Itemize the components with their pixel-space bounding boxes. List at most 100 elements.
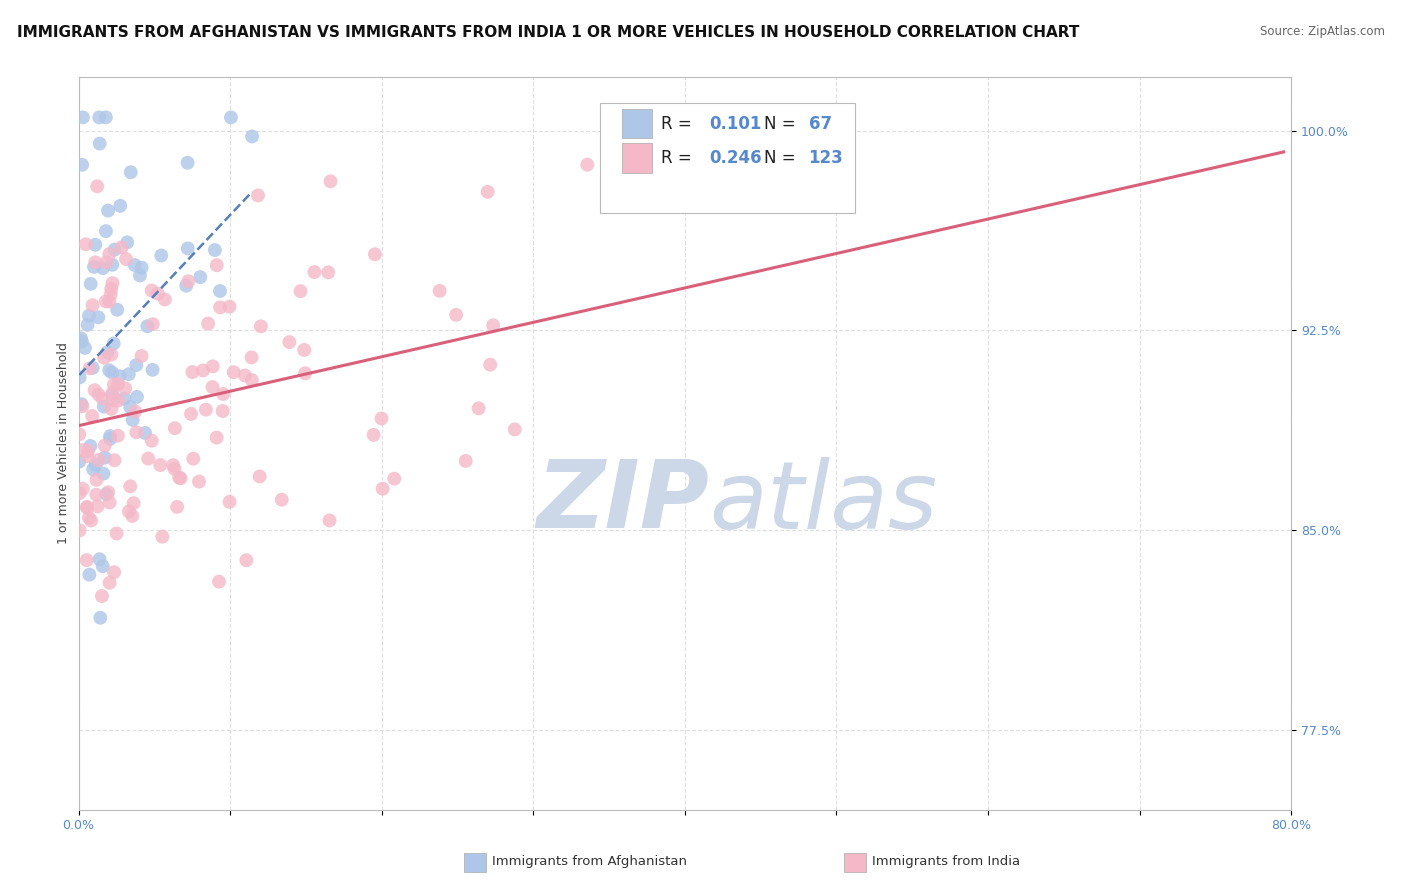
Text: N =: N = (763, 115, 800, 133)
Point (91, 559, 114, 574)
Point (292, 343, 315, 357)
Point (174, 278, 197, 293)
Point (94, 294, 117, 309)
Point (83, 260, 105, 274)
Point (479, 358, 502, 372)
Point (72, 400, 94, 414)
Point (233, 368, 256, 383)
Point (142, 317, 165, 331)
Point (89, 111, 111, 125)
Point (96, 487, 118, 501)
Point (176, 156, 198, 170)
Point (121, 413, 143, 427)
Point (101, 393, 124, 408)
Point (149, 458, 172, 472)
Point (125, 358, 148, 372)
Point (177, 274, 200, 288)
Text: IMMIGRANTS FROM AFGHANISTAN VS IMMIGRANTS FROM INDIA 1 OR MORE VEHICLES IN HOUSE: IMMIGRANTS FROM AFGHANISTAN VS IMMIGRANT… (17, 25, 1080, 40)
Point (101, 276, 124, 290)
Point (201, 380, 224, 394)
Point (98, 495, 121, 509)
Point (134, 425, 156, 440)
Point (108, 369, 131, 384)
Point (150, 530, 173, 544)
Point (218, 495, 240, 509)
Point (76, 500, 98, 514)
Point (67, 454, 90, 468)
Point (235, 553, 257, 567)
Text: 0.246: 0.246 (709, 149, 762, 167)
Point (318, 513, 340, 527)
Point (477, 185, 499, 199)
Point (142, 363, 165, 377)
Point (218, 300, 240, 314)
Point (82, 360, 104, 375)
Point (89, 136, 111, 151)
Point (270, 492, 292, 507)
Point (467, 401, 489, 416)
Point (86, 500, 108, 514)
Point (150, 248, 173, 262)
Point (93, 467, 115, 481)
Point (136, 451, 159, 466)
Point (240, 351, 263, 365)
Text: R =: R = (661, 115, 696, 133)
Point (121, 508, 143, 523)
Point (103, 566, 125, 580)
Point (169, 471, 191, 485)
Point (129, 268, 152, 283)
Point (76, 553, 98, 567)
Point (105, 526, 128, 541)
Point (162, 458, 184, 472)
Point (141, 284, 163, 298)
Point (98, 432, 121, 446)
Point (79, 567, 101, 582)
Point (69, 370, 91, 384)
Point (118, 367, 141, 381)
Point (124, 404, 146, 418)
Point (93, 439, 115, 453)
Point (101, 366, 124, 380)
Point (94, 450, 117, 465)
Point (371, 482, 394, 496)
Text: R =: R = (661, 149, 696, 167)
Point (249, 469, 271, 483)
Point (454, 454, 477, 468)
Point (209, 301, 232, 315)
Point (100, 282, 122, 296)
Point (141, 434, 163, 448)
Point (278, 335, 301, 350)
Point (87, 453, 110, 467)
Point (177, 241, 200, 255)
Point (67, 427, 90, 442)
Point (163, 421, 186, 435)
Point (77, 510, 100, 524)
Text: N =: N = (763, 149, 800, 167)
Point (115, 252, 138, 266)
FancyBboxPatch shape (621, 144, 652, 173)
Point (205, 431, 228, 445)
Point (98, 294, 121, 309)
Point (115, 235, 138, 250)
Point (131, 349, 153, 363)
Point (103, 377, 125, 392)
Point (82, 462, 104, 476)
Point (163, 462, 186, 476)
Point (120, 400, 142, 414)
FancyBboxPatch shape (600, 103, 855, 213)
Point (208, 574, 231, 589)
Point (204, 243, 226, 257)
Point (86, 473, 108, 487)
Point (110, 199, 132, 213)
Point (181, 365, 204, 379)
Point (73, 341, 96, 355)
Point (93, 400, 115, 414)
Point (72, 443, 94, 458)
Point (250, 319, 273, 334)
Point (82, 298, 104, 312)
Text: Immigrants from India: Immigrants from India (872, 855, 1019, 868)
Point (101, 385, 124, 400)
Point (80, 514, 103, 528)
Text: 123: 123 (808, 149, 844, 167)
Point (107, 393, 129, 408)
